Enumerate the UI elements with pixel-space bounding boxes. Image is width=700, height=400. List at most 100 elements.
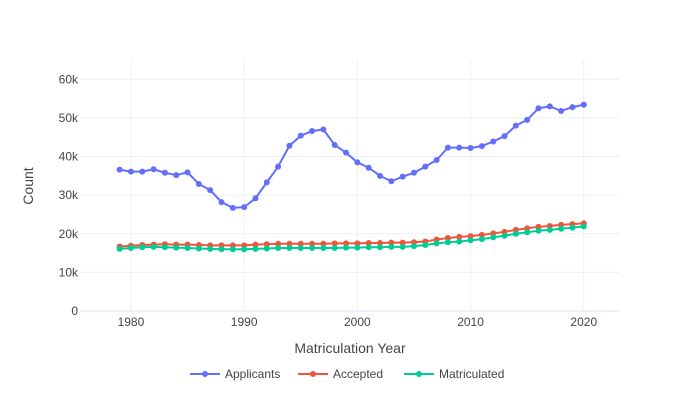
applicants-point <box>241 204 248 211</box>
matriculated-point <box>263 245 270 252</box>
accepted-point <box>444 235 451 242</box>
matriculated-point <box>478 236 485 243</box>
applicants-point <box>444 144 451 151</box>
accepted-point <box>377 240 383 247</box>
accepted-point <box>309 240 316 247</box>
applicants-point <box>490 138 497 145</box>
matriculated-point <box>467 237 474 244</box>
matriculated-point <box>456 238 463 245</box>
applicants-point <box>161 169 168 176</box>
y-tick-label: 50k <box>59 111 79 125</box>
matriculated-point <box>399 243 406 250</box>
applicants-point <box>252 195 259 202</box>
applicants-point <box>207 187 214 194</box>
matriculated-point <box>320 245 327 252</box>
accepted-point <box>365 240 372 247</box>
applicants-point <box>195 180 202 187</box>
applicants-point <box>309 128 316 135</box>
applicants-point <box>501 133 508 140</box>
applicants-point <box>184 169 191 176</box>
matriculated-point <box>558 225 565 232</box>
applicants-point <box>127 168 134 175</box>
legend: Applicants Accepted Matriculated <box>190 367 504 381</box>
applicants-point <box>150 166 157 173</box>
x-axis-title: Matriculation Year <box>294 340 406 356</box>
legend-item-applicants: Applicants <box>190 367 280 381</box>
legend-item-accepted: Accepted <box>298 367 383 381</box>
legend-label: Accepted <box>333 367 383 381</box>
accepted-point <box>478 231 485 238</box>
applicants-point <box>433 157 440 164</box>
applicants-point <box>275 163 282 170</box>
applicants-point <box>422 163 429 170</box>
gridlines <box>80 60 620 312</box>
y-tick-label: 10k <box>59 265 79 279</box>
applicants-point <box>139 168 146 175</box>
matriculated-point <box>388 243 395 250</box>
matriculated-point <box>275 245 282 252</box>
accepted-point <box>388 239 395 246</box>
applicants-point <box>343 149 350 156</box>
matriculated-point <box>343 244 350 251</box>
matriculated-point <box>139 244 146 251</box>
accepted-point <box>252 241 259 248</box>
y-tick-label: 20k <box>59 227 79 241</box>
accepted-point <box>297 240 304 247</box>
matriculated-point <box>252 245 259 252</box>
accepted-point <box>286 240 293 247</box>
applicants-point <box>365 164 372 171</box>
matriculated-point <box>161 244 168 251</box>
accepted-point <box>399 239 406 246</box>
x-axis-ticks: 1980 1990 2000 2010 2020 <box>118 315 598 329</box>
matriculated-point <box>229 246 236 253</box>
legend-label: Matriculated <box>439 367 504 381</box>
x-tick-label: 2000 <box>344 315 371 329</box>
x-tick-label: 1980 <box>118 315 145 329</box>
applicants-point <box>512 122 519 129</box>
matriculated-point <box>444 239 451 246</box>
series-matriculated <box>116 223 587 253</box>
accepted-point <box>263 241 270 248</box>
y-tick-label: 0 <box>71 304 78 318</box>
x-tick-label: 2020 <box>570 315 597 329</box>
applicants-point <box>229 204 236 211</box>
legend-label: Applicants <box>225 367 280 381</box>
series-applicants <box>116 101 587 211</box>
legend-swatch-marker <box>416 371 422 377</box>
matriculated-point <box>309 245 316 252</box>
applicants-point <box>456 144 463 151</box>
matriculated-point <box>241 246 248 253</box>
accepted-point <box>467 233 474 240</box>
matriculated-point <box>490 234 497 241</box>
applicants-point <box>399 173 406 180</box>
applicants-point <box>569 104 576 111</box>
matriculated-point <box>207 245 214 252</box>
matriculated-point <box>569 224 576 231</box>
matriculated-point <box>422 241 429 248</box>
matriculated-point <box>331 245 338 252</box>
applicants-point <box>580 101 587 108</box>
applicants-point <box>546 103 553 110</box>
accepted-point <box>456 233 463 240</box>
matriculated-point <box>150 243 157 250</box>
matriculated-point <box>218 246 225 253</box>
matriculated-point <box>354 244 361 251</box>
applicants-point <box>173 172 180 179</box>
y-tick-label: 40k <box>59 150 79 164</box>
matriculated-point <box>433 240 440 247</box>
applicants-point <box>263 179 270 186</box>
y-axis-ticks: 0 10k 20k 30k 40k 50k 60k <box>59 72 79 318</box>
applicants-point <box>297 132 304 139</box>
applicants-point <box>558 107 565 114</box>
x-tick-label: 2010 <box>457 315 484 329</box>
applicants-point <box>218 199 225 206</box>
y-tick-label: 60k <box>59 72 79 86</box>
matriculated-point <box>184 245 191 252</box>
applicants-point <box>116 166 123 173</box>
matriculated-point <box>286 245 293 252</box>
matriculated-point <box>410 243 417 250</box>
series-layer <box>116 101 587 253</box>
applicants-point <box>478 143 485 150</box>
matriculated-point <box>127 245 134 252</box>
